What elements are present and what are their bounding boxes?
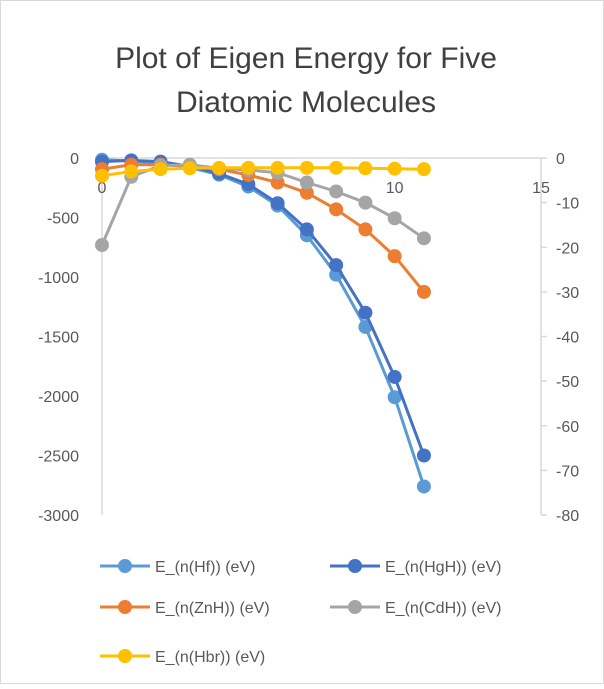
y-right-tick-label: 0 (556, 151, 565, 168)
y-left-tick-label: -1500 (38, 330, 79, 347)
data-point (241, 160, 256, 175)
legend-label: E_(n(HgH)) (eV) (385, 559, 501, 576)
data-point (387, 161, 402, 176)
data-point (358, 222, 373, 237)
data-point (182, 161, 197, 176)
y-right-tick-label: -40 (556, 330, 579, 347)
data-point (270, 160, 285, 175)
data-point (153, 162, 168, 177)
y-right-tick-label: -50 (556, 374, 579, 391)
y-left-tick-label: -2000 (38, 389, 79, 406)
legend-label: E_(n(Hbr)) (eV) (155, 649, 265, 666)
data-point (329, 202, 344, 217)
y-left-tick-label: 0 (70, 151, 79, 168)
y-right-tick-label: -60 (556, 419, 579, 436)
data-point (329, 184, 344, 199)
legend-entry: E_(n(HgH)) (eV) (330, 559, 501, 576)
legend-marker (348, 600, 362, 614)
y-left-tick-label: -3000 (38, 508, 79, 525)
data-point (387, 211, 402, 226)
data-point (270, 175, 285, 190)
legend-marker (348, 559, 362, 573)
legend-label: E_(n(CdH)) (eV) (385, 600, 501, 617)
x-tick-label: 0 (98, 180, 107, 197)
legend-marker (118, 559, 132, 573)
series-layer (95, 152, 431, 494)
data-point (416, 448, 431, 463)
data-point (299, 222, 314, 237)
chart-title-line-1: Plot of Eigen Energy for Five (115, 42, 497, 75)
legend-entry: E_(n(CdH)) (eV) (330, 600, 501, 617)
y-left-tick-label: -2500 (38, 449, 79, 466)
x-tick-label: 15 (532, 180, 550, 197)
data-point (387, 249, 402, 264)
data-point (358, 161, 373, 176)
data-point (212, 160, 227, 175)
y-left-tick-label: -500 (47, 211, 79, 228)
legend-label: E_(n(ZnH)) (eV) (155, 600, 270, 617)
data-point (387, 390, 402, 405)
data-point (124, 164, 139, 179)
data-point (95, 238, 109, 253)
data-point (329, 160, 344, 175)
y-right-tick-label: -80 (556, 508, 579, 525)
legend-marker (118, 649, 132, 663)
data-point (270, 196, 285, 211)
data-point (387, 369, 402, 384)
legend: E_(n(Hf)) (eV) E_(n(HgH)) (eV) E_(n(ZnH)) … (100, 559, 501, 666)
y-left-tick-label: -1000 (38, 270, 79, 287)
data-point (416, 479, 431, 494)
y-right-tick-labels: 0 -10 -20 -30 -40 -50 -60 -70 -80 (541, 151, 579, 525)
legend-label: E_(n(Hf)) (eV) (155, 559, 255, 576)
data-point (416, 231, 431, 246)
legend-entry: E_(n(Hf)) (eV) (100, 559, 255, 576)
series-4 (95, 160, 431, 183)
y-right-tick-label: -10 (556, 196, 579, 213)
legend-entry: E_(n(ZnH)) (eV) (100, 600, 270, 617)
data-point (358, 195, 373, 210)
y-right-tick-label: -30 (556, 285, 579, 302)
data-point (416, 162, 431, 177)
legend-marker (118, 600, 132, 614)
data-point (358, 305, 373, 320)
y-left-tick-labels: 0 -500 -1000 -1500 -2000 -2500 -3000 (38, 151, 79, 525)
x-tick-label: 10 (386, 180, 404, 197)
data-point (299, 175, 314, 190)
data-point (299, 160, 314, 175)
data-point (416, 284, 431, 299)
y-right-tick-label: -20 (556, 240, 579, 257)
data-point (329, 258, 344, 273)
data-point (95, 168, 109, 183)
data-point (299, 185, 314, 200)
chart-title-line-2: Diatomic Molecules (176, 86, 436, 119)
legend-entry: E_(n(Hbr)) (eV) (100, 649, 265, 666)
y-right-tick-label: -70 (556, 463, 579, 480)
